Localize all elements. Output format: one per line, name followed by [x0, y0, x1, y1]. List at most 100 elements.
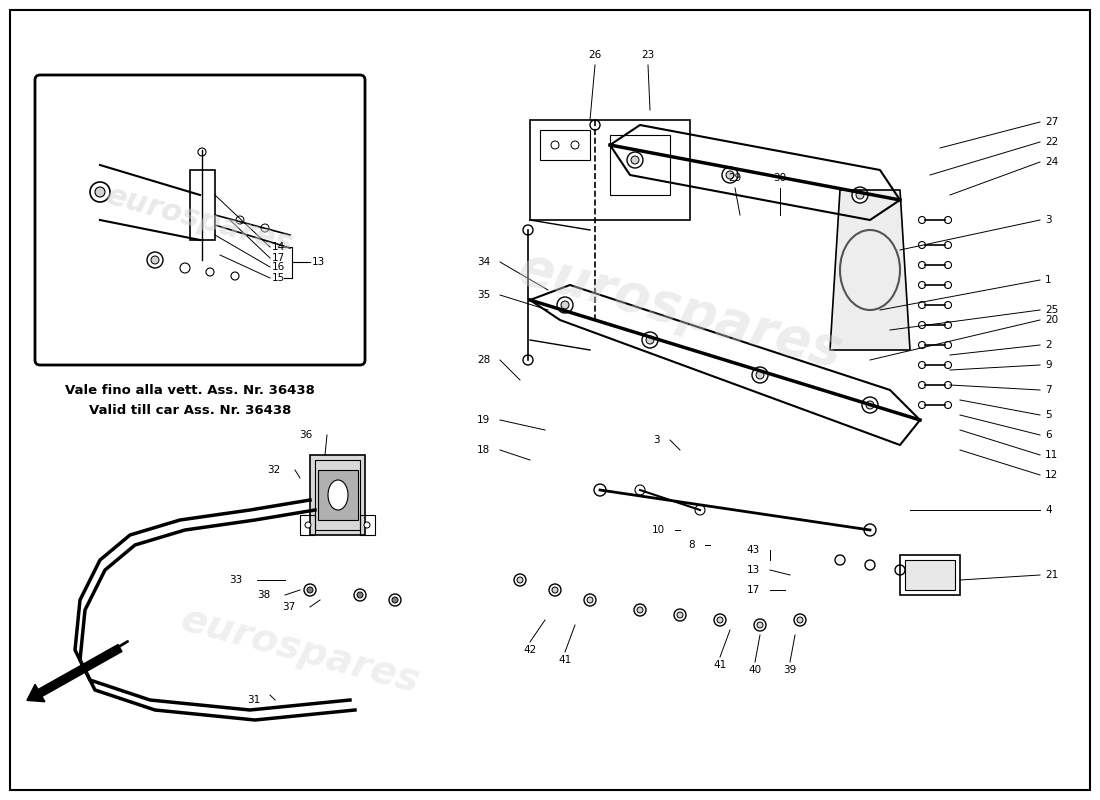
Circle shape: [206, 268, 214, 276]
Circle shape: [147, 252, 163, 268]
Text: 21: 21: [1045, 570, 1058, 580]
Circle shape: [307, 587, 314, 593]
Circle shape: [364, 522, 370, 528]
Text: 34: 34: [476, 257, 490, 267]
Circle shape: [198, 148, 206, 156]
Bar: [905, 560, 955, 590]
Circle shape: [552, 587, 558, 593]
Circle shape: [945, 402, 952, 409]
Circle shape: [865, 560, 874, 570]
Circle shape: [945, 382, 952, 389]
Circle shape: [95, 187, 104, 197]
Text: eurospares: eurospares: [103, 181, 297, 259]
Text: 17: 17: [272, 253, 285, 263]
Circle shape: [522, 225, 534, 235]
Circle shape: [637, 607, 644, 613]
Circle shape: [635, 485, 645, 495]
Circle shape: [945, 242, 952, 249]
Circle shape: [918, 262, 925, 269]
Circle shape: [757, 622, 763, 628]
Text: 41: 41: [559, 655, 572, 665]
Circle shape: [945, 302, 952, 309]
FancyBboxPatch shape: [35, 75, 365, 365]
Text: 18: 18: [476, 445, 490, 455]
Circle shape: [642, 332, 658, 348]
Text: 12: 12: [1045, 470, 1058, 480]
Circle shape: [918, 362, 925, 369]
Circle shape: [676, 612, 683, 618]
Circle shape: [918, 382, 925, 389]
Circle shape: [918, 322, 925, 329]
Circle shape: [151, 256, 160, 264]
Circle shape: [261, 224, 270, 232]
Text: eurospares: eurospares: [176, 600, 424, 700]
Text: 27: 27: [1045, 117, 1058, 127]
Circle shape: [918, 242, 925, 249]
Bar: [300, 515, 315, 535]
Circle shape: [945, 282, 952, 289]
Circle shape: [945, 362, 952, 369]
Text: 33: 33: [229, 575, 242, 585]
Ellipse shape: [328, 480, 348, 510]
Bar: [318, 470, 358, 520]
Text: 5: 5: [1045, 410, 1052, 420]
Text: 32: 32: [266, 465, 280, 475]
Circle shape: [835, 555, 845, 565]
Text: 28: 28: [476, 355, 490, 365]
Circle shape: [918, 402, 925, 409]
Circle shape: [695, 505, 705, 515]
Text: 20: 20: [1045, 315, 1058, 325]
Text: 17: 17: [747, 585, 760, 595]
Circle shape: [752, 367, 768, 383]
Text: 42: 42: [524, 645, 537, 655]
Text: 22: 22: [1045, 137, 1058, 147]
Text: 19: 19: [476, 415, 490, 425]
Text: 23: 23: [641, 50, 654, 60]
Text: 41: 41: [714, 660, 727, 670]
Circle shape: [358, 592, 363, 598]
Bar: [190, 170, 214, 240]
Text: 10: 10: [652, 525, 666, 535]
Text: 24: 24: [1045, 157, 1058, 167]
Text: 38: 38: [256, 590, 270, 600]
Text: 4: 4: [1045, 505, 1052, 515]
Text: 29: 29: [728, 173, 741, 183]
Circle shape: [722, 167, 738, 183]
Circle shape: [180, 263, 190, 273]
Text: 3: 3: [1045, 215, 1052, 225]
Circle shape: [571, 141, 579, 149]
Circle shape: [392, 597, 398, 603]
Circle shape: [918, 282, 925, 289]
Bar: [310, 455, 365, 535]
Text: 13: 13: [312, 257, 326, 267]
Circle shape: [631, 156, 639, 164]
Bar: [610, 135, 670, 195]
Text: 36: 36: [299, 430, 312, 440]
Circle shape: [852, 187, 868, 203]
Circle shape: [798, 617, 803, 623]
Text: 3: 3: [653, 435, 660, 445]
Circle shape: [590, 120, 600, 130]
Text: 40: 40: [748, 665, 761, 675]
Text: 35: 35: [476, 290, 490, 300]
FancyArrow shape: [26, 645, 122, 702]
Circle shape: [517, 577, 522, 583]
Circle shape: [231, 272, 239, 280]
Text: 30: 30: [773, 173, 786, 183]
Text: 31: 31: [246, 695, 260, 705]
Text: 39: 39: [783, 665, 796, 675]
Circle shape: [945, 262, 952, 269]
Circle shape: [918, 342, 925, 349]
Text: 43: 43: [747, 545, 760, 555]
Circle shape: [594, 484, 606, 496]
Circle shape: [717, 617, 723, 623]
Circle shape: [918, 302, 925, 309]
Circle shape: [587, 597, 593, 603]
Bar: [900, 555, 960, 595]
Circle shape: [918, 217, 925, 223]
Circle shape: [862, 397, 878, 413]
Text: 16: 16: [272, 262, 285, 272]
Circle shape: [236, 216, 244, 224]
Text: 11: 11: [1045, 450, 1058, 460]
Circle shape: [522, 355, 534, 365]
